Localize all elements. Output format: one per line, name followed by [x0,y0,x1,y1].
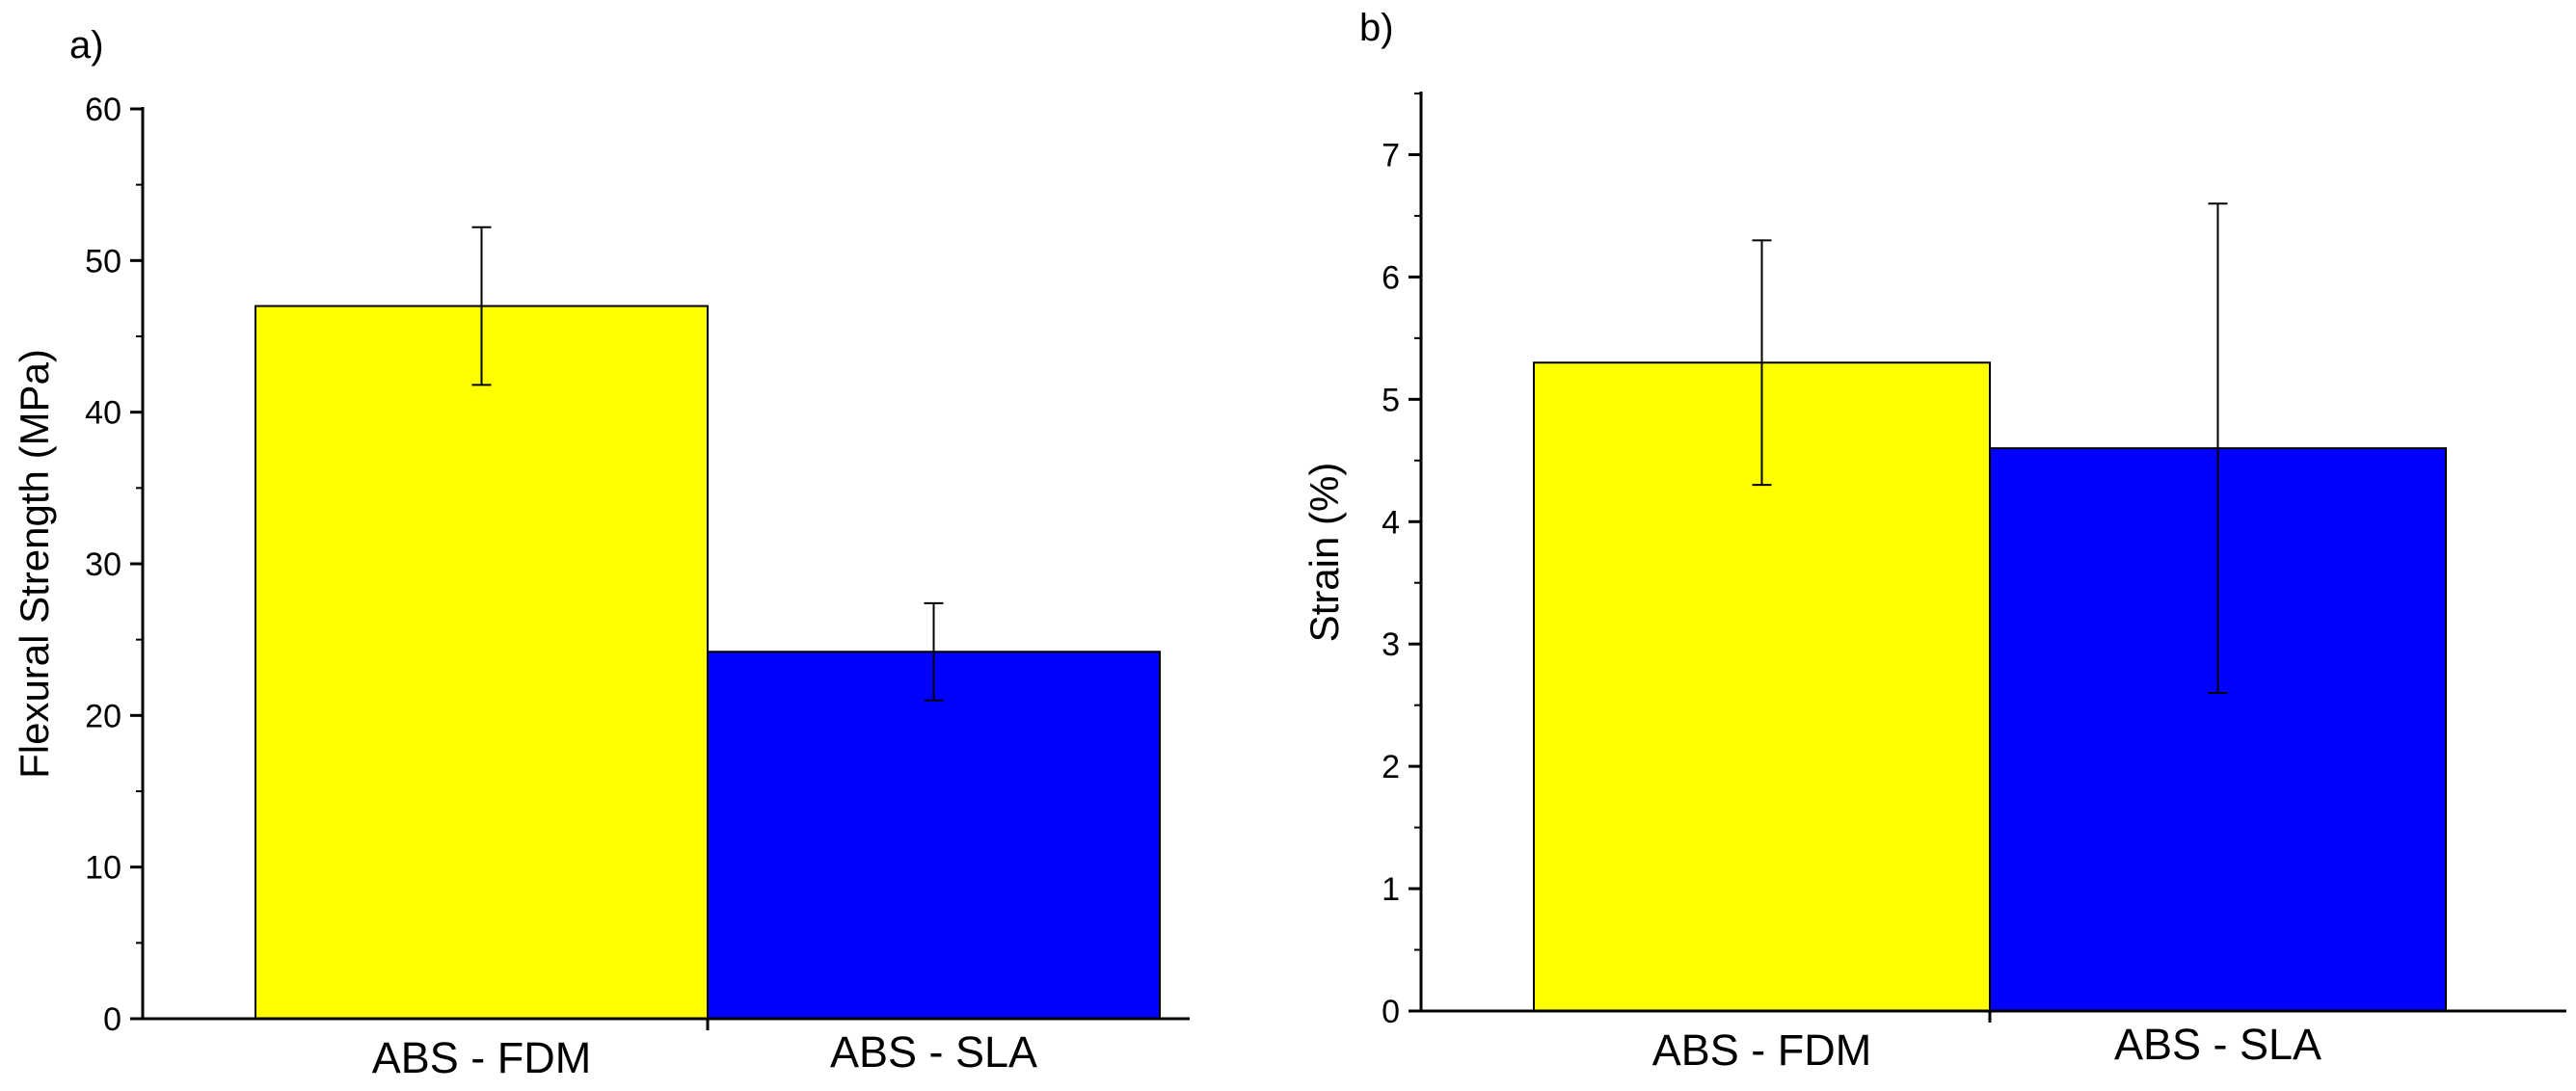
y-tick-label: 50 [85,243,121,279]
y-axis-title: Flexural Strength (MPa) [12,349,57,779]
y-tick-label: 1 [1382,871,1400,908]
x-category-label: ABS - FDM [1652,1025,1872,1075]
chart-panel-b: 0 1 2 3 4 5 6 7 ABS - FDM ABS - SLA Strain (%) b) [1301,7,2566,1075]
x-category-label: ABS - SLA [2114,1020,2321,1069]
panel-label: a) [69,24,104,67]
y-tick-label: 3 [1382,626,1400,663]
bar-1 [255,305,709,1020]
y-axis-title: Strain (%) [1301,463,1347,643]
bar-2 [707,651,1161,1021]
chart-panel-a: 0 10 20 30 40 50 60 ABS - FDM ABS - SLA Flexural … [12,24,1190,1082]
y-tick-label: 6 [1382,259,1400,296]
y-tick-label: 30 [85,546,121,583]
y-tick-label: 40 [85,395,121,432]
x-category-label: ABS - SLA [830,1027,1037,1077]
y-tick-label: 60 [85,92,121,128]
y-tick-label: 7 [1382,137,1400,173]
y-tick-label: 10 [85,850,121,887]
x-category-label: ABS - FDM [372,1033,592,1082]
y-tick-label: 5 [1382,382,1400,418]
y-tick-label: 0 [1382,994,1400,1030]
panel-label: b) [1359,7,1394,49]
y-tick-label: 20 [85,698,121,734]
y-tick-label: 2 [1382,749,1400,785]
y-tick-label: 4 [1382,504,1400,541]
y-tick-label: 0 [103,1001,121,1038]
